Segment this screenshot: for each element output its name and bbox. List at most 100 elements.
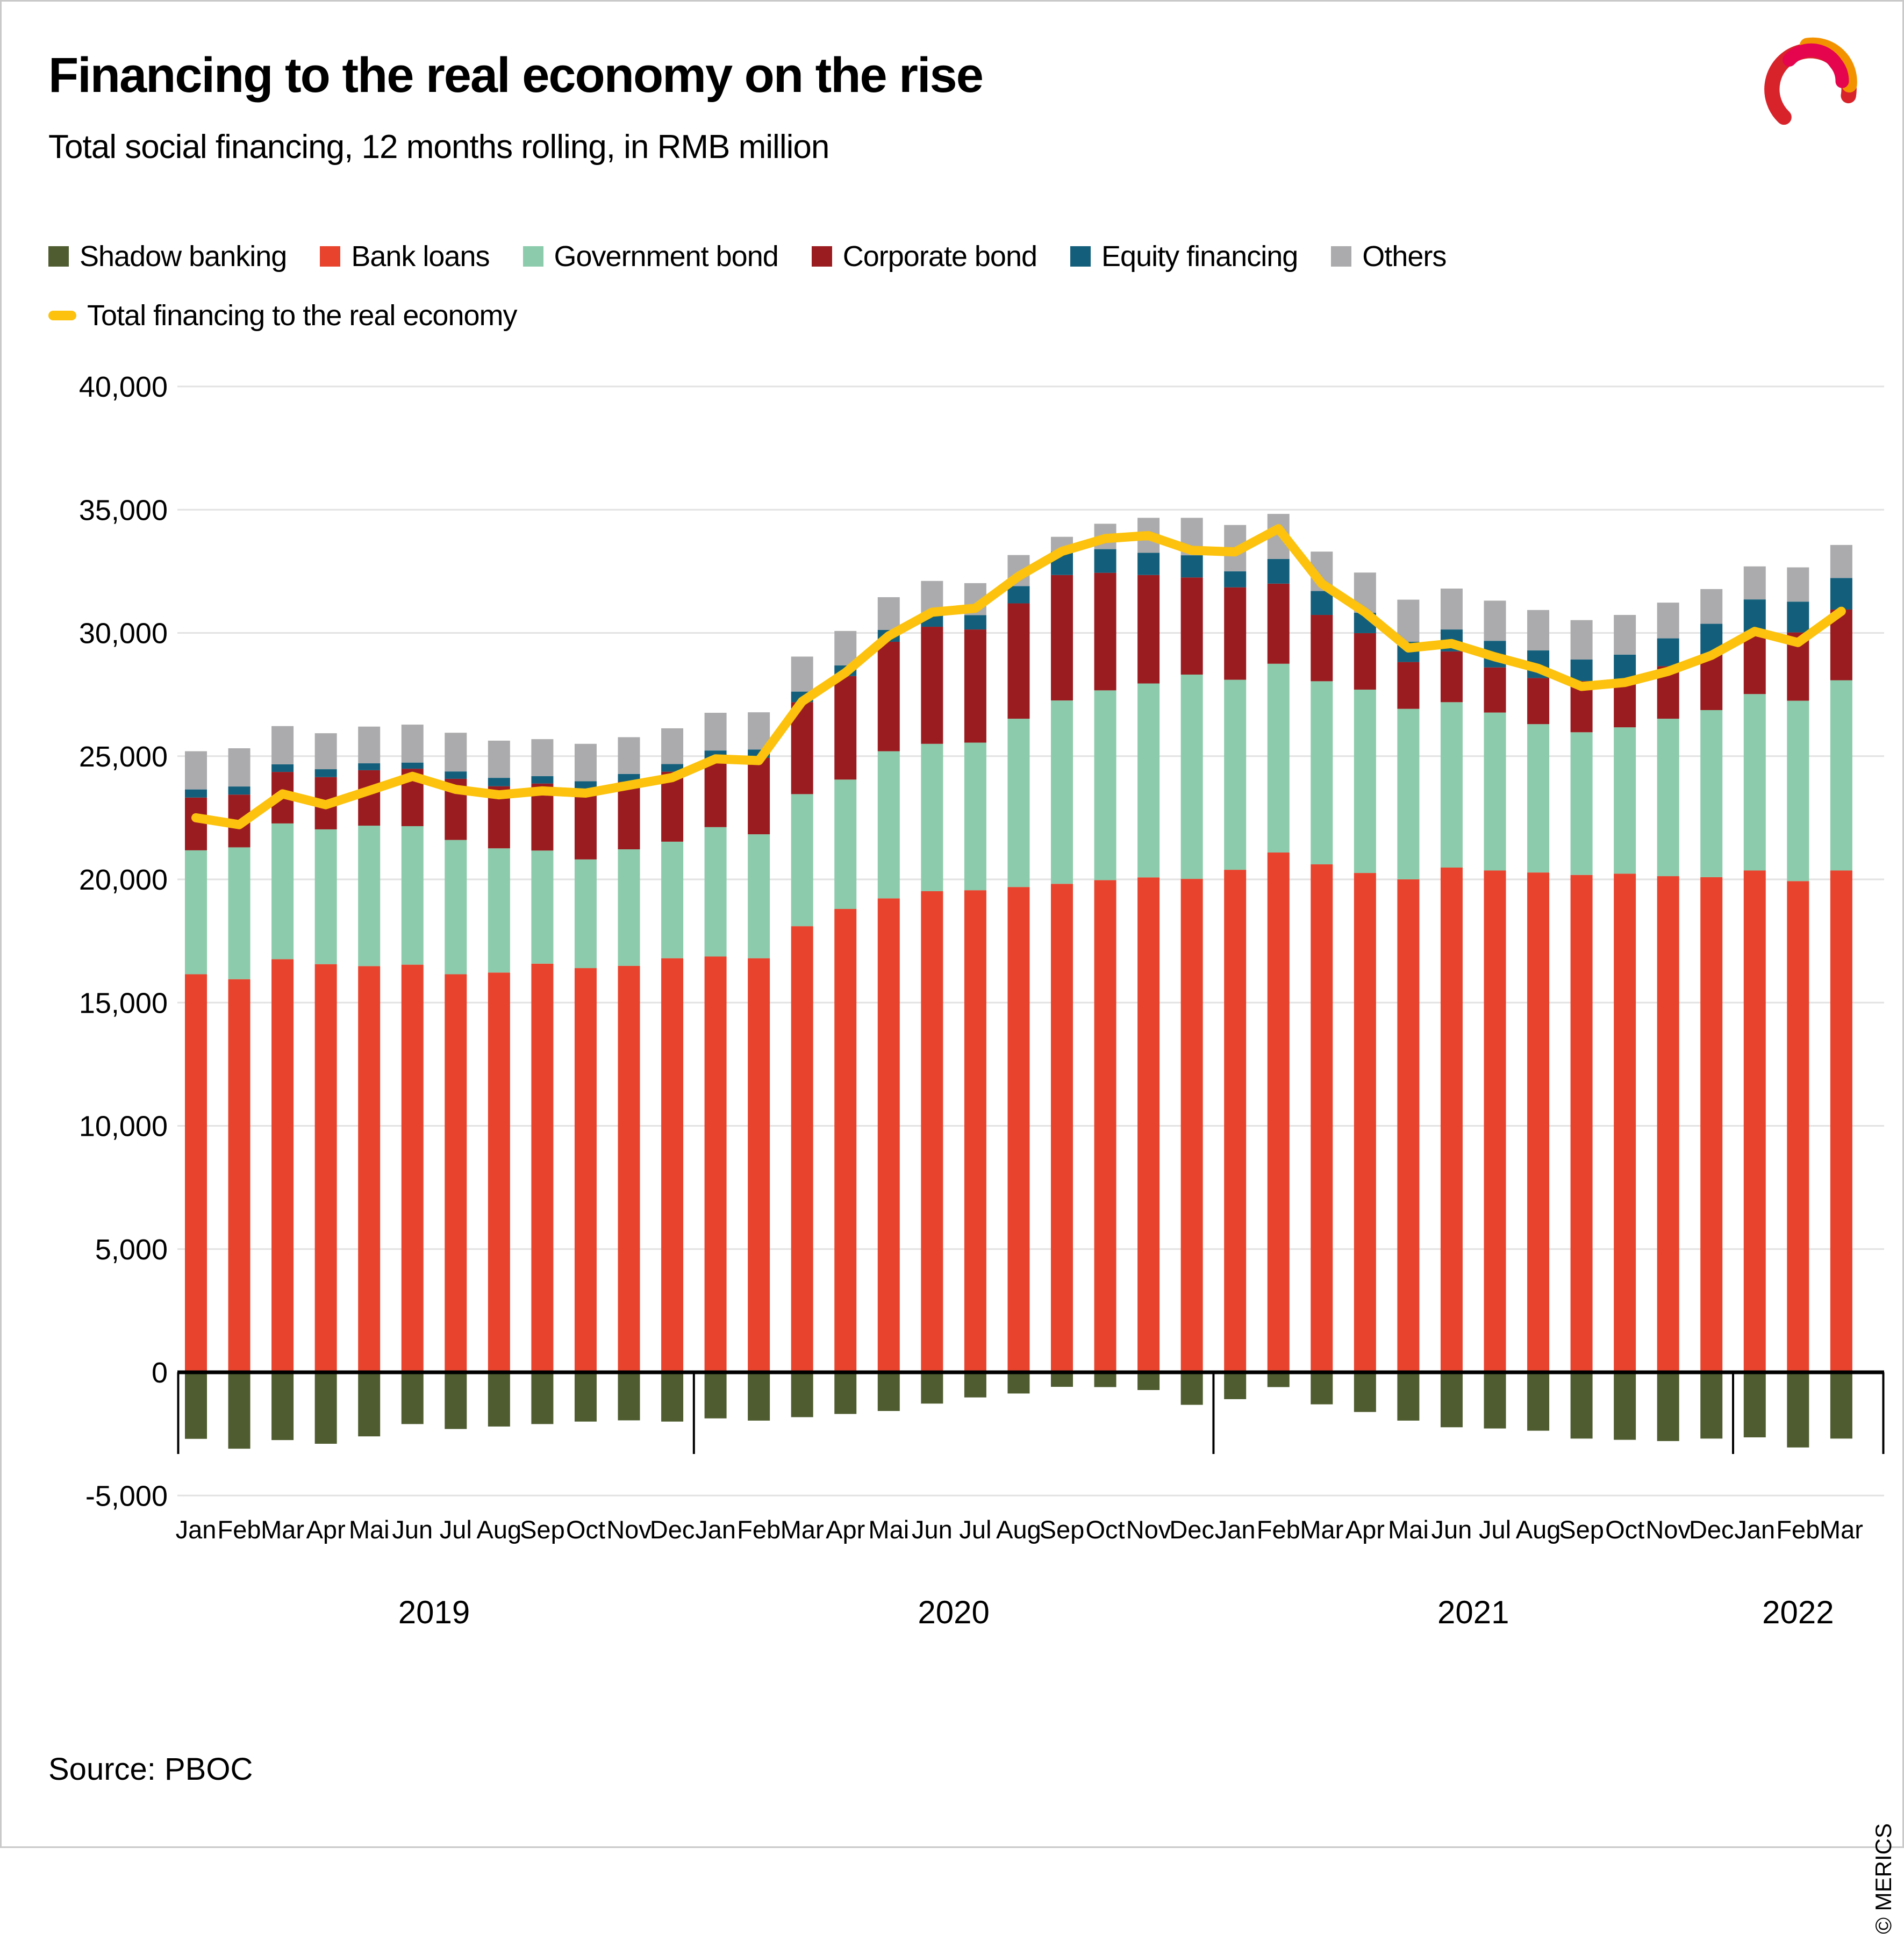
bar-segment-negative <box>401 1372 424 1424</box>
bar-segment <box>1354 873 1376 1372</box>
bar-segment <box>401 826 424 965</box>
total-financing-line <box>191 524 1846 829</box>
bar-segment <box>1743 870 1766 1372</box>
bar-segment <box>1051 700 1073 884</box>
x-axis-month-label: Jun <box>1431 1515 1472 1544</box>
bar-segment <box>921 891 943 1372</box>
bar-segment-negative <box>488 1372 510 1427</box>
bar-segment-negative <box>964 1372 986 1398</box>
bar-segment <box>791 794 813 927</box>
bar-segment <box>834 779 857 909</box>
bar-segment <box>877 898 900 1372</box>
bar-segment <box>401 762 424 769</box>
bar-segment-negative <box>1267 1372 1290 1387</box>
bar-segment <box>618 737 640 774</box>
bar-segment <box>1657 719 1679 877</box>
government-bond-swatch-icon <box>522 246 543 267</box>
bar-segment <box>1137 683 1160 878</box>
x-axis-month-label: Jul <box>440 1515 472 1544</box>
x-axis-month-label: Dec <box>650 1515 695 1544</box>
bar-segment <box>228 786 250 795</box>
bar-segment <box>1570 660 1593 681</box>
bar-segment <box>1830 578 1852 610</box>
legend-item-government-bond: Government bond <box>522 240 779 273</box>
bar-segment <box>1354 633 1376 690</box>
legend-item-bank-loans: Bank loans <box>320 240 490 273</box>
bar-segment <box>1224 571 1247 588</box>
bar-segment-negative <box>1830 1372 1852 1439</box>
bar-segment <box>574 968 597 1372</box>
x-axis-month-label: Mar <box>1300 1515 1343 1544</box>
bar-segment <box>1137 553 1160 575</box>
bar-segment-negative <box>1311 1372 1333 1405</box>
bar-segment <box>271 823 294 959</box>
bar-segment <box>1787 601 1809 633</box>
bar-segment <box>1051 575 1073 701</box>
bar-segment <box>1397 708 1420 879</box>
bar-segment <box>661 958 684 1372</box>
bar-segment <box>185 751 207 790</box>
bar-segment <box>488 848 510 973</box>
bar-segment <box>1830 680 1852 871</box>
legend-item-total-line: Total financing to the real economy <box>48 299 517 332</box>
bar-segment <box>791 656 813 692</box>
legend-label: Total financing to the real economy <box>87 299 517 332</box>
bar-segment <box>748 757 770 835</box>
bar-segment <box>1700 710 1723 877</box>
bar-segment <box>964 615 986 630</box>
legend-item-equity-financing: Equity financing <box>1070 240 1298 273</box>
total-line-swatch-icon <box>48 311 76 320</box>
bar-segment-negative <box>1657 1372 1679 1441</box>
bar-segment <box>1180 555 1203 578</box>
page-subtitle: Total social financing, 12 months rollin… <box>48 128 829 166</box>
bar-segment <box>618 965 640 1372</box>
bar-segment <box>185 974 207 1372</box>
x-axis-month-label: Jul <box>1479 1515 1511 1544</box>
bar-segment <box>1137 575 1160 684</box>
bar-segment <box>1311 615 1333 682</box>
bar-segment <box>1614 873 1636 1372</box>
x-axis-year-label: 2021 <box>1437 1594 1509 1630</box>
x-axis-month-label: Feb <box>218 1515 261 1544</box>
corporate-bond-swatch-icon <box>811 246 832 267</box>
bar-segment <box>1440 867 1463 1372</box>
bar-segment <box>748 834 770 958</box>
bar-segment <box>1180 879 1203 1372</box>
x-axis-month-label: Jun <box>392 1515 433 1544</box>
bar-segment <box>1440 702 1463 868</box>
bar-segment <box>445 840 467 975</box>
chart-svg: 40,000 35,000 30,000 25,000 20,000 15,000 10,0… <box>79 371 1885 1630</box>
x-axis-month-label: Mai <box>1388 1515 1429 1544</box>
x-axis-month-label: Jan <box>176 1515 217 1544</box>
bar-segment <box>401 964 424 1372</box>
bar-segment-negative <box>661 1372 684 1422</box>
bar-segment <box>1614 615 1636 655</box>
y-axis-tick-label: 25,000 <box>79 741 168 773</box>
page-title: Financing to the real economy on the ris… <box>48 48 984 103</box>
bar-segment-negative <box>228 1372 250 1449</box>
bar-segment-negative <box>618 1372 640 1421</box>
x-axis-month-label: Mar <box>261 1515 304 1544</box>
y-axis-tick-label: -5,000 <box>85 1480 168 1512</box>
bar-segment-negative <box>1440 1372 1463 1428</box>
bar-segment <box>574 789 597 859</box>
bar-segment-negative <box>314 1372 337 1444</box>
bar-segment-negative <box>704 1372 727 1419</box>
x-axis-month-label: Nov <box>606 1515 652 1544</box>
bar-segment-negative <box>271 1372 294 1441</box>
bar-segment <box>1224 587 1247 680</box>
bar-segment <box>358 966 381 1372</box>
bar-segment-negative <box>1397 1372 1420 1421</box>
bar-segment <box>1700 877 1723 1372</box>
x-axis-month-label: Apr <box>1345 1515 1385 1544</box>
bar-segment <box>1180 674 1203 879</box>
bar-segment <box>1743 694 1766 871</box>
bar-segment <box>877 751 900 899</box>
bar-segment <box>1267 583 1290 664</box>
bar-segment <box>445 733 467 772</box>
bar-segment <box>704 758 727 827</box>
bar-segment <box>1440 651 1463 703</box>
bar-segment <box>1354 689 1376 873</box>
x-axis-month-label: Dec <box>1689 1515 1734 1544</box>
bar-segment-negative <box>1700 1372 1723 1439</box>
